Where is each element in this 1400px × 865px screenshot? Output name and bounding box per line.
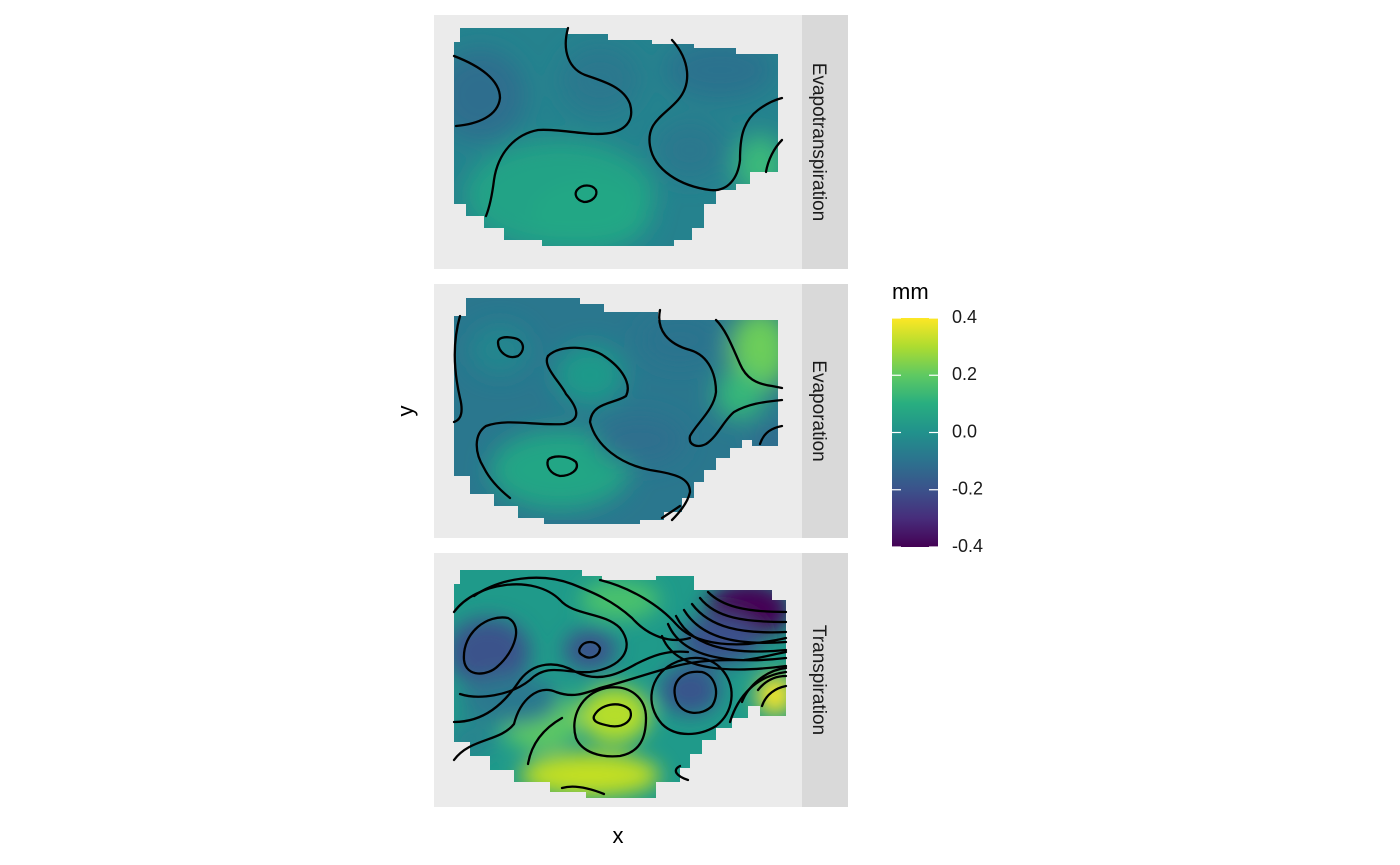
facet-evapotranspiration: Evapotranspiration xyxy=(434,15,848,269)
x-axis-title: x xyxy=(613,823,624,848)
colorbar-ticks: 0.4 0.2 0.0 -0.2 -0.4 xyxy=(892,307,983,556)
heatmap-raster xyxy=(454,28,778,246)
heatmap-raster xyxy=(454,298,778,524)
facet-strip xyxy=(802,284,848,538)
legend-title: mm xyxy=(892,279,929,304)
colorbar-tick-label: 0.2 xyxy=(952,364,977,384)
y-axis-title: y xyxy=(393,406,418,417)
facet-strip-label: Evapotranspiration xyxy=(808,63,829,221)
colorbar-tick-label: 0.4 xyxy=(952,307,977,327)
contour-lines xyxy=(452,26,784,218)
colorbar-tick-label: 0.0 xyxy=(952,421,977,441)
facet-transpiration: Transpiration xyxy=(434,553,848,807)
facet-strip-label: Evaporation xyxy=(808,360,829,461)
facet-strip-label: Transpiration xyxy=(808,625,829,735)
contour-lines xyxy=(452,576,788,796)
colorbar-legend: mm 0.4 0.2 0.0 -0.2 -0.4 xyxy=(892,279,983,556)
colorbar-tick-label: -0.2 xyxy=(952,479,983,499)
facet-evaporation: Evaporation xyxy=(434,284,848,538)
facet-strip xyxy=(802,553,848,807)
facet-strip xyxy=(802,15,848,269)
colorbar-tick-label: -0.4 xyxy=(952,536,983,556)
contour-lines xyxy=(452,308,784,522)
